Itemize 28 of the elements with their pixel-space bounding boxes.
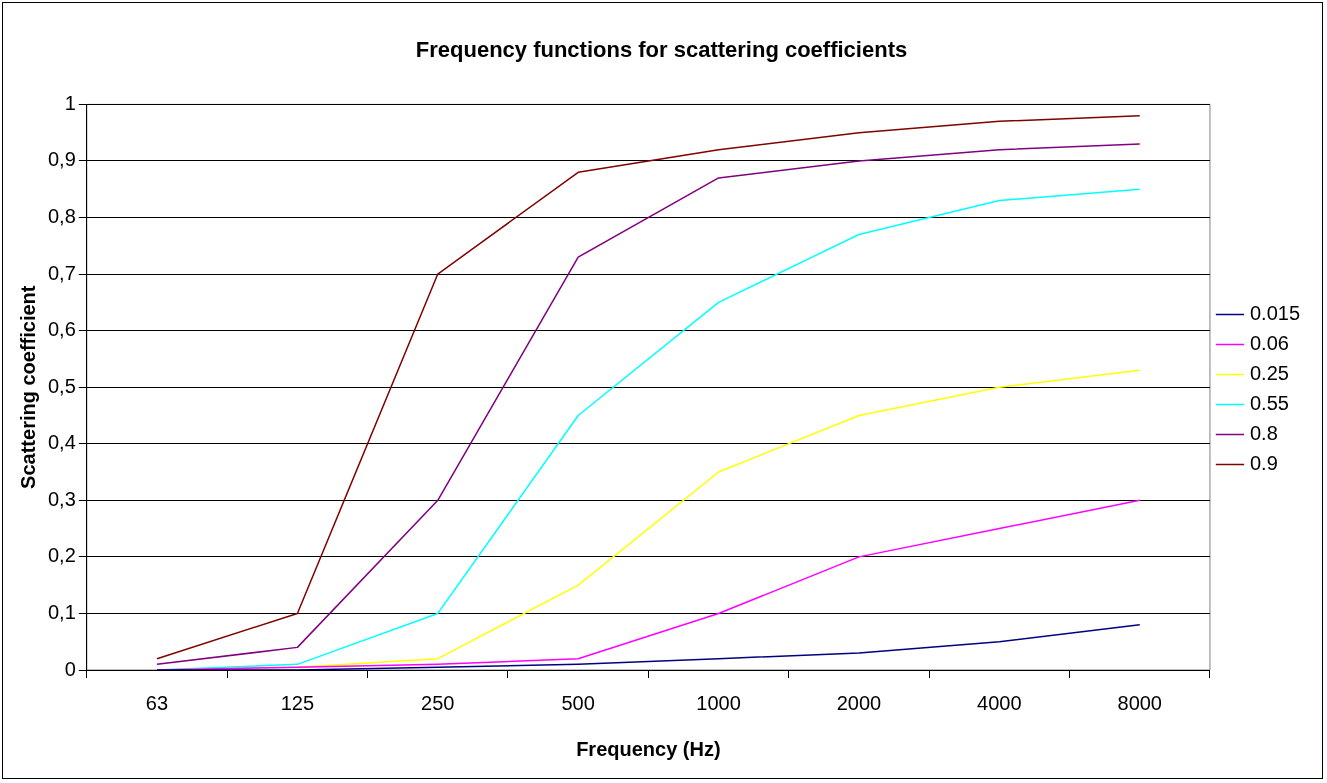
- y-tick-label: 0,1: [47, 600, 76, 623]
- y-tick-label: 0,2: [47, 544, 76, 567]
- x-axis-title: Frequency (Hz): [576, 737, 721, 760]
- y-tick-label: 0,8: [47, 205, 76, 228]
- x-tick-label: 250: [421, 691, 455, 714]
- legend-label: 0.25: [1249, 362, 1289, 385]
- legend-label: 0.9: [1249, 452, 1278, 475]
- x-tick-label: 125: [280, 691, 315, 714]
- x-tick-label: 500: [561, 691, 595, 714]
- x-tick-label: 63: [145, 691, 169, 714]
- legend-label: 0.06: [1249, 332, 1289, 355]
- y-tick-label: 0,3: [47, 487, 76, 510]
- legend-label: 0.8: [1249, 422, 1278, 445]
- chart-title: Frequency functions for scattering coefficients: [415, 37, 908, 63]
- y-tick-label: 0,7: [47, 261, 76, 284]
- x-tick-label: 4000: [977, 691, 1022, 714]
- y-tick-label: 0,5: [47, 374, 76, 397]
- x-tick-label: 8000: [1117, 691, 1162, 714]
- y-axis-title: Scattering coefficient: [16, 285, 39, 489]
- y-tick-label: 0,4: [47, 431, 76, 454]
- y-tick-label: 0: [64, 657, 76, 680]
- x-tick-label: 1000: [696, 691, 741, 714]
- y-tick-label: 0,9: [47, 148, 76, 171]
- y-tick-label: 1: [64, 91, 76, 114]
- y-tick-label: 0,6: [47, 318, 76, 341]
- legend-label: 0.015: [1249, 302, 1301, 325]
- legend-label: 0.55: [1249, 392, 1289, 415]
- x-tick-label: 2000: [836, 691, 882, 714]
